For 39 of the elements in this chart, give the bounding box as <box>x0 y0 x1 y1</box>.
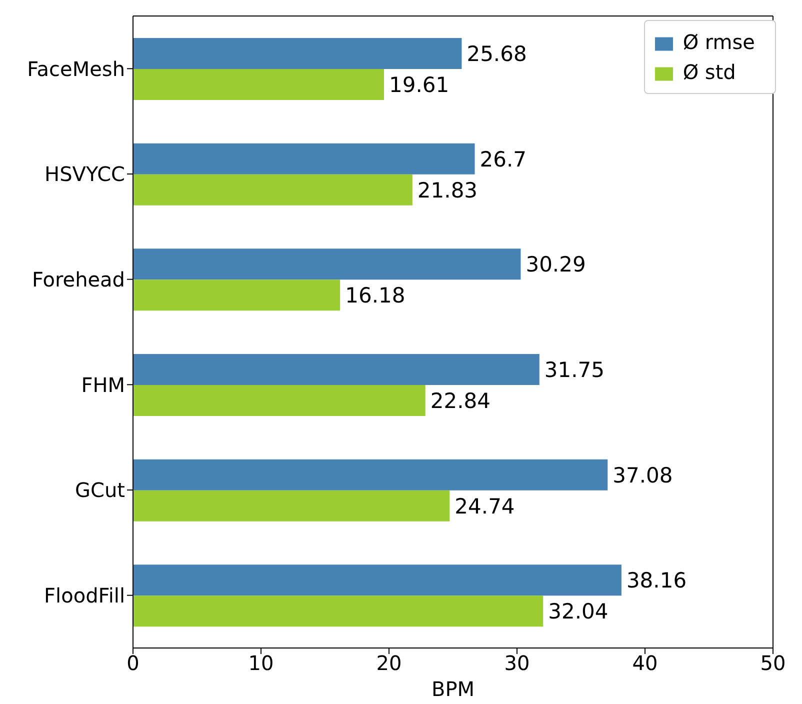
data-label: 38.16 <box>626 568 687 593</box>
data-label: 22.84 <box>430 388 490 413</box>
bar <box>133 596 544 627</box>
y-tick-label: FHM <box>81 372 125 397</box>
legend-label: Ø std <box>682 60 736 84</box>
y-tick-label: FaceMesh <box>27 56 125 81</box>
data-label: 30.29 <box>526 252 586 277</box>
y-tick-label: Forehead <box>32 267 125 292</box>
data-label: 37.08 <box>612 463 673 488</box>
y-tick-label: HSVYCC <box>44 162 125 186</box>
data-label: 31.75 <box>544 358 605 382</box>
data-label: 32.04 <box>548 600 608 624</box>
x-tick-label: 40 <box>632 651 658 676</box>
data-label: 19.61 <box>389 72 450 97</box>
data-label: 25.68 <box>466 42 527 66</box>
x-tick-label: 50 <box>760 651 786 676</box>
bar <box>133 248 521 280</box>
data-label: 24.74 <box>454 494 515 518</box>
legend-label: Ø rmse <box>682 30 755 54</box>
x-tick-label: 20 <box>376 651 402 676</box>
data-label: 26.7 <box>480 147 527 172</box>
data-label: 16.18 <box>345 284 406 308</box>
bar <box>133 174 412 206</box>
bar <box>133 280 340 311</box>
bar <box>133 490 450 522</box>
y-tick-label: FloodFill <box>44 583 125 608</box>
bar <box>133 564 622 596</box>
data-label: 21.83 <box>417 178 478 202</box>
bar <box>133 459 608 490</box>
x-tick-label: 30 <box>504 651 530 676</box>
bar <box>133 69 384 100</box>
bar <box>133 385 426 416</box>
y-tick-label: GCut <box>75 478 126 502</box>
x-axis-title: BPM <box>431 677 475 701</box>
bar <box>133 143 475 174</box>
bar <box>133 38 462 69</box>
bar <box>133 354 540 385</box>
x-tick-label: 10 <box>248 651 274 676</box>
x-tick-label: 0 <box>126 651 140 676</box>
